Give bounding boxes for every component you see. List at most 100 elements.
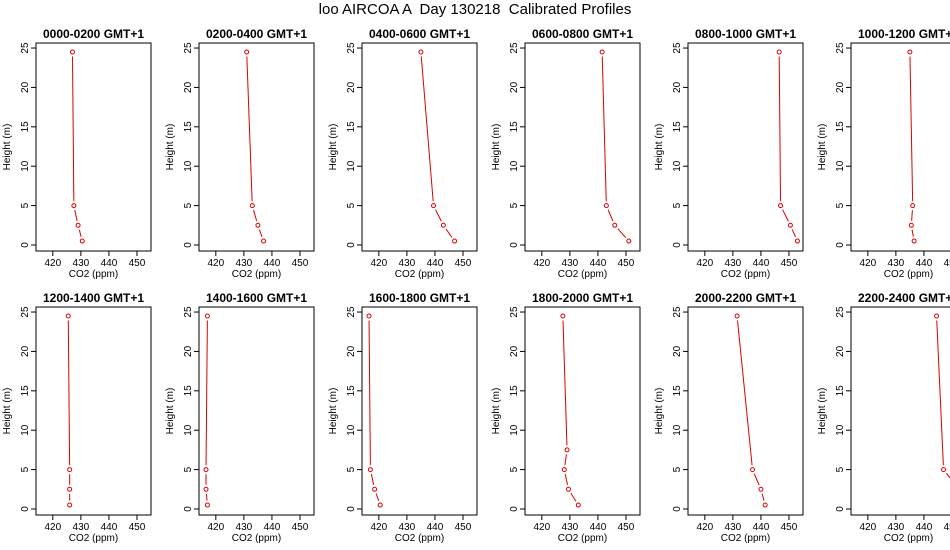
data-point	[440, 222, 446, 228]
y-tick-label: 5	[346, 466, 357, 472]
profile-line-segment	[420, 56, 434, 202]
profile-line-segment	[909, 56, 914, 202]
y-tick-label: 25	[20, 42, 31, 54]
x-tick-label: 450	[455, 258, 472, 269]
x-tick-label: 420	[370, 522, 387, 533]
y-axis-label: Height (m)	[817, 124, 828, 171]
plot-frame	[198, 42, 315, 252]
y-tick-label: 20	[183, 345, 194, 357]
y-tick-label: 10	[346, 424, 357, 436]
data-point	[67, 467, 73, 473]
profile-line-segment	[761, 493, 765, 501]
y-tick-label: 15	[835, 385, 846, 397]
x-tick-label: 420	[859, 258, 876, 269]
data-point	[762, 502, 768, 508]
y-tick-label: 0	[835, 506, 846, 512]
plot-frame	[35, 42, 152, 252]
y-tick-label: 10	[20, 160, 31, 172]
y-tick-label: 5	[835, 466, 846, 472]
data-point	[204, 502, 210, 508]
profile-line-segment	[205, 493, 208, 501]
y-tick-label: 15	[183, 121, 194, 133]
data-point	[564, 447, 570, 453]
y-tick-label: 5	[20, 466, 31, 472]
plot-frame	[687, 42, 804, 252]
y-tick-label: 5	[672, 202, 683, 208]
y-tick-label: 0	[346, 506, 357, 512]
profile-panel: 2200-2400 GMT+1 420 430 440 450 0 5 10 15 20 25 CO2…	[817, 291, 950, 544]
panel-title: 0000-0200 GMT+1	[43, 27, 144, 41]
y-tick-label: 20	[835, 345, 846, 357]
x-tick-label: 440	[101, 258, 118, 269]
data-point	[794, 238, 800, 244]
x-axis-label: CO2 (ppm)	[232, 533, 281, 544]
y-tick-label: 10	[672, 424, 683, 436]
y-tick-label: 5	[183, 202, 194, 208]
x-tick-label: 430	[236, 258, 253, 269]
x-axis-label: CO2 (ppm)	[69, 269, 118, 280]
plot-frame	[35, 306, 152, 516]
data-point	[626, 238, 632, 244]
panel-title: 1400-1600 GMT+1	[206, 291, 307, 305]
data-point	[778, 203, 784, 209]
plot-frame	[687, 306, 804, 516]
y-tick-label: 15	[509, 385, 520, 397]
y-tick-label: 15	[346, 385, 357, 397]
x-tick-label: 450	[292, 522, 309, 533]
y-tick-label: 0	[346, 242, 357, 248]
data-point	[204, 313, 210, 319]
y-tick-label: 25	[20, 306, 31, 318]
panel-title: 1200-1400 GMT+1	[43, 291, 144, 305]
y-tick-label: 15	[835, 121, 846, 133]
y-tick-label: 0	[835, 242, 846, 248]
data-point	[758, 486, 764, 492]
x-tick-label: 420	[859, 522, 876, 533]
panel-title: 1000-1200 GMT+1	[858, 27, 950, 41]
x-tick-label: 430	[725, 522, 742, 533]
profile-line-segment	[911, 210, 913, 221]
profile-line-segment	[258, 229, 263, 237]
x-tick-label: 420	[696, 258, 713, 269]
panel-title: 0800-1000 GMT+1	[695, 27, 796, 41]
y-tick-label: 25	[509, 306, 520, 318]
x-axis-label: CO2 (ppm)	[884, 533, 933, 544]
profile-panel: 0400-0600 GMT+1 420 430 440 450 0 5 10 15 20 25 CO2…	[328, 27, 478, 280]
profile-panel: 1800-2000 GMT+1 420 430 440 450 0 5 10 15 20 25 CO2…	[491, 291, 641, 544]
data-point	[372, 486, 378, 492]
panel-title: 1600-1800 GMT+1	[369, 291, 470, 305]
y-tick-label: 25	[835, 306, 846, 318]
profile-line-segment	[564, 473, 569, 486]
x-axis-label: CO2 (ppm)	[558, 269, 607, 280]
y-axis-label: Height (m)	[328, 388, 339, 435]
x-axis-label: CO2 (ppm)	[395, 269, 444, 280]
y-tick-label: 10	[509, 424, 520, 436]
data-point	[244, 49, 250, 55]
profile-line-segment	[791, 229, 797, 238]
profile-panel: 0000-0200 GMT+1 420 430 440 450 0 5 10 15 20 25 CO2…	[2, 27, 152, 280]
x-axis-label: CO2 (ppm)	[395, 533, 444, 544]
profile-line-segment	[375, 493, 380, 501]
x-tick-label: 420	[44, 522, 61, 533]
y-tick-label: 10	[835, 424, 846, 436]
x-tick-label: 440	[753, 522, 770, 533]
data-point	[65, 313, 71, 319]
x-tick-label: 430	[562, 258, 579, 269]
y-tick-label: 25	[183, 306, 194, 318]
profile-line-segment	[435, 209, 442, 222]
y-tick-label: 15	[20, 121, 31, 133]
profile-line-segment	[782, 209, 789, 222]
y-tick-label: 10	[20, 424, 31, 436]
data-point	[734, 313, 740, 319]
profile-line-segment	[67, 320, 71, 466]
x-tick-label: 450	[618, 522, 635, 533]
profile-line-segment	[72, 56, 75, 202]
y-tick-label: 25	[183, 42, 194, 54]
y-axis-label: Height (m)	[2, 388, 13, 435]
data-point	[575, 502, 581, 508]
profile-panel: 1600-1800 GMT+1 420 430 440 450 0 5 10 15 20 25 CO2…	[328, 291, 478, 544]
panel-title: 0400-0600 GMT+1	[369, 27, 470, 41]
main-title: loo AIRCOA A Day 130218 Calibrated Profi…	[318, 1, 632, 18]
data-point	[560, 313, 566, 319]
plot-frame	[198, 306, 315, 516]
